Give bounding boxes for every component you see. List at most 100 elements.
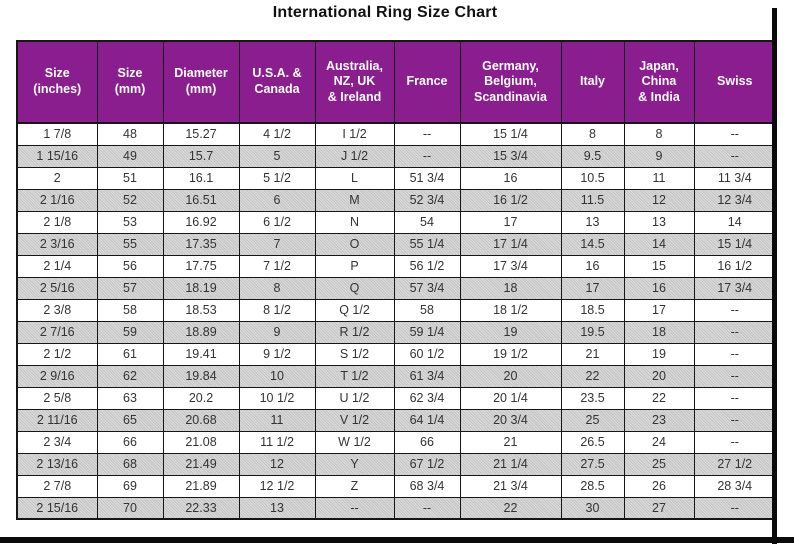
table-cell: 19.41 xyxy=(162,342,240,366)
table-row: 2 1/4 56 17.75 7 1/2 P 56 1/2 17 3/4 16 15 16 1/2 xyxy=(16,254,777,278)
table-row: 2 1/8 53 16.92 6 1/2 N 54 17 13 13 14 xyxy=(16,210,777,234)
table-cell: 11 1/2 xyxy=(238,430,316,454)
table-row: 2 51 16.1 5 1/2 L 51 3/4 16 10.5 11 11 3/4 xyxy=(16,166,777,190)
table-cell: 63 xyxy=(96,386,164,410)
table-cell: -- xyxy=(393,496,461,520)
table-cell: 14 xyxy=(623,232,695,256)
table-cell: 15 1/4 xyxy=(459,122,562,146)
table-cell: O xyxy=(314,232,395,256)
table-cell: 52 xyxy=(96,188,164,212)
table-cell: L xyxy=(314,166,395,190)
table-cell: 24 xyxy=(623,430,695,454)
table-cell: -- xyxy=(693,342,777,366)
table-cell: 66 xyxy=(393,430,461,454)
table-row: 1 7/8 48 15.27 4 1/2 I 1/2 -- 15 1/4 8 8 -- xyxy=(16,122,777,146)
table-cell: 21 xyxy=(459,430,562,454)
table-cell: 28.5 xyxy=(560,474,625,498)
table-row: 2 11/16 65 20.68 11 V 1/2 64 1/4 20 3/4 25 23 -- xyxy=(16,408,777,432)
table-cell: 17 xyxy=(560,276,625,300)
table-cell: 22 xyxy=(623,386,695,410)
table-cell: 20 xyxy=(459,364,562,388)
column-header-9: Swiss xyxy=(693,40,777,124)
table-cell: 23.5 xyxy=(560,386,625,410)
table-cell: 18.19 xyxy=(162,276,240,300)
table-cell: 17 xyxy=(459,210,562,234)
table-cell: 2 11/16 xyxy=(16,408,98,432)
table-cell: 2 3/4 xyxy=(16,430,98,454)
table-cell: 9.5 xyxy=(560,144,625,168)
table-cell: 2 3/16 xyxy=(16,232,98,256)
table-cell: 14 xyxy=(693,210,777,234)
table-cell: 16 1/2 xyxy=(459,188,562,212)
table-cell: 2 xyxy=(16,166,98,190)
table-cell: 8 xyxy=(238,276,316,300)
table-cell: 62 3/4 xyxy=(393,386,461,410)
table-row: 1 15/16 49 15.7 5 J 1/2 -- 15 3/4 9.5 9 -- xyxy=(16,144,777,168)
table-row: 2 9/16 62 19.84 10 T 1/2 61 3/4 20 22 20 -- xyxy=(16,364,777,388)
table-cell: 2 7/16 xyxy=(16,320,98,344)
table-cell: 65 xyxy=(96,408,164,432)
table-cell: 5 xyxy=(238,144,316,168)
table-cell: 18 xyxy=(459,276,562,300)
table-cell: 22 xyxy=(459,496,562,520)
table-cell: 10.5 xyxy=(560,166,625,190)
table-cell: 6 1/2 xyxy=(238,210,316,234)
table-cell: 51 xyxy=(96,166,164,190)
table-cell: 11 3/4 xyxy=(693,166,777,190)
table-cell: 16 xyxy=(560,254,625,278)
table-row: 2 5/16 57 18.19 8 Q 57 3/4 18 17 16 17 3/4 xyxy=(16,276,777,300)
table-row: 2 1/2 61 19.41 9 1/2 S 1/2 60 1/2 19 1/2 21 19 -- xyxy=(16,342,777,366)
table-cell: 21.49 xyxy=(162,452,240,476)
table-cell: 15.7 xyxy=(162,144,240,168)
table-cell: 16 xyxy=(623,276,695,300)
table-cell: 16.51 xyxy=(162,188,240,212)
table-cell: 61 xyxy=(96,342,164,366)
table-cell: 67 1/2 xyxy=(393,452,461,476)
table-cell: T 1/2 xyxy=(314,364,395,388)
table-cell: 21 xyxy=(560,342,625,366)
table-cell: 19 xyxy=(459,320,562,344)
table-cell: 54 xyxy=(393,210,461,234)
table-cell: 2 7/8 xyxy=(16,474,98,498)
table-cell: 17 3/4 xyxy=(693,276,777,300)
table-cell: R 1/2 xyxy=(314,320,395,344)
table-cell: 15 xyxy=(623,254,695,278)
table-cell: 27.5 xyxy=(560,452,625,476)
table-cell: 68 xyxy=(96,452,164,476)
table-cell: -- xyxy=(693,122,777,146)
table-cell: 17 1/4 xyxy=(459,232,562,256)
table-cell: Z xyxy=(314,474,395,498)
table-cell: 9 xyxy=(623,144,695,168)
table-cell: 16.1 xyxy=(162,166,240,190)
table-header-row: Size (inches) Size (mm) Diameter (mm) U.S.A… xyxy=(16,40,777,124)
table-cell: 21 3/4 xyxy=(459,474,562,498)
table-cell: J 1/2 xyxy=(314,144,395,168)
table-cell: V 1/2 xyxy=(314,408,395,432)
table-cell: 2 5/16 xyxy=(16,276,98,300)
table-cell: 2 1/2 xyxy=(16,342,98,366)
table-cell: -- xyxy=(693,364,777,388)
table-cell: 19.5 xyxy=(560,320,625,344)
table-cell: 19 1/2 xyxy=(459,342,562,366)
table-cell: 57 xyxy=(96,276,164,300)
table-row: 2 3/8 58 18.53 8 1/2 Q 1/2 58 18 1/2 18.5 17 -- xyxy=(16,298,777,322)
table-cell: 21.89 xyxy=(162,474,240,498)
table-cell: 53 xyxy=(96,210,164,234)
table-cell: 18.5 xyxy=(560,298,625,322)
table-cell: 56 1/2 xyxy=(393,254,461,278)
column-header-4: Australia, NZ, UK & Ireland xyxy=(314,40,395,124)
table-cell: 7 xyxy=(238,232,316,256)
table-cell: 70 xyxy=(96,496,164,520)
table-cell: 17.35 xyxy=(162,232,240,256)
table-cell: 19 xyxy=(623,342,695,366)
table-cell: 2 5/8 xyxy=(16,386,98,410)
table-cell: U 1/2 xyxy=(314,386,395,410)
table-row: 2 3/16 55 17.35 7 O 55 1/4 17 1/4 14.5 14 15 1/4 xyxy=(16,232,777,256)
table-cell: 21 1/4 xyxy=(459,452,562,476)
table-cell: 6 xyxy=(238,188,316,212)
table-header: Size (inches) Size (mm) Diameter (mm) U.S.A… xyxy=(16,40,777,124)
table-cell: 13 xyxy=(623,210,695,234)
table-cell: 18.89 xyxy=(162,320,240,344)
table-cell: 26.5 xyxy=(560,430,625,454)
